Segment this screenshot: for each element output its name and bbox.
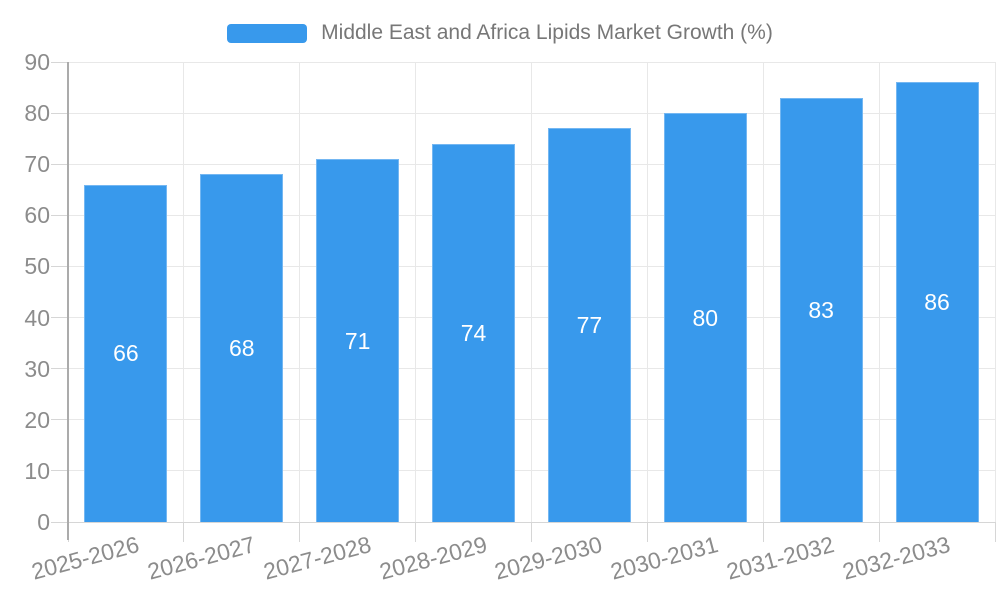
bar-value-label: 71 bbox=[344, 327, 371, 354]
y-axis-line bbox=[67, 62, 69, 540]
y-axis-tick-label: 80 bbox=[24, 100, 50, 127]
x-axis-tick-label: 2030-2031 bbox=[608, 531, 722, 585]
x-axis-tick-label: 2026-2027 bbox=[144, 531, 258, 585]
y-axis-tick bbox=[51, 317, 68, 319]
x-axis-tick bbox=[299, 522, 301, 542]
y-axis-tick bbox=[51, 112, 68, 114]
gridline-vertical bbox=[299, 62, 301, 522]
x-axis-tick bbox=[646, 522, 648, 542]
bar[interactable] bbox=[779, 97, 863, 522]
x-axis-tick bbox=[994, 522, 996, 542]
y-axis-tick-label: 20 bbox=[24, 406, 50, 433]
x-axis-tick-label: 2028-2029 bbox=[376, 531, 490, 585]
bar-value-label: 66 bbox=[113, 340, 139, 367]
x-axis-tick bbox=[183, 522, 185, 542]
x-axis-tick-label: 2031-2032 bbox=[723, 531, 837, 585]
bar[interactable] bbox=[432, 143, 516, 522]
y-axis-tick-label: 10 bbox=[24, 457, 50, 484]
bar[interactable] bbox=[84, 184, 168, 522]
y-axis-tick bbox=[51, 419, 68, 421]
bar-value-label: 77 bbox=[576, 312, 603, 339]
x-axis-tick bbox=[878, 522, 880, 542]
bar[interactable] bbox=[895, 82, 979, 522]
bar-value-label: 68 bbox=[229, 335, 255, 362]
y-axis-tick-label: 60 bbox=[24, 202, 50, 229]
bar[interactable] bbox=[316, 159, 400, 522]
bar[interactable] bbox=[200, 174, 284, 522]
y-axis-tick bbox=[51, 470, 68, 472]
y-axis-tick bbox=[51, 265, 68, 267]
gridline-vertical bbox=[994, 62, 996, 522]
legend[interactable]: Middle East and Africa Lipids Market Gro… bbox=[0, 18, 1000, 48]
bar-value-label: 83 bbox=[808, 296, 834, 323]
y-axis-tick bbox=[51, 214, 68, 216]
y-axis-tick bbox=[51, 368, 68, 370]
y-axis-tick-label: 30 bbox=[24, 355, 50, 382]
bar[interactable] bbox=[663, 113, 747, 522]
x-axis-tick-label: 2025-2026 bbox=[28, 531, 142, 585]
x-axis-tick-label: 2029-2030 bbox=[492, 531, 606, 585]
gridline-vertical bbox=[646, 62, 648, 522]
x-axis-tick-label: 2027-2028 bbox=[260, 531, 374, 585]
bar[interactable] bbox=[547, 128, 631, 522]
x-axis-tick bbox=[415, 522, 417, 542]
legend-label: Middle East and Africa Lipids Market Gro… bbox=[321, 21, 773, 44]
bar-value-label: 86 bbox=[924, 289, 950, 316]
x-axis-tick-label: 2032-2033 bbox=[839, 531, 953, 585]
legend-swatch-icon bbox=[227, 23, 308, 43]
y-axis-tick-label: 0 bbox=[37, 509, 50, 535]
y-axis-tick-label: 50 bbox=[24, 253, 50, 280]
gridline-vertical bbox=[878, 62, 880, 522]
y-axis-tick bbox=[51, 163, 68, 165]
gridline-vertical bbox=[183, 62, 185, 522]
gridline-vertical bbox=[415, 62, 417, 522]
bar-value-label: 74 bbox=[460, 319, 487, 346]
y-axis-tick bbox=[51, 521, 68, 523]
y-axis-tick bbox=[51, 61, 68, 63]
gridline-vertical bbox=[762, 62, 764, 522]
bar-value-label: 80 bbox=[692, 304, 719, 331]
y-axis-tick-label: 40 bbox=[24, 304, 50, 331]
y-axis-tick-label: 90 bbox=[24, 49, 50, 75]
x-axis-tick bbox=[531, 522, 532, 542]
y-axis-tick-label: 70 bbox=[24, 151, 50, 178]
gridline-vertical bbox=[531, 62, 532, 522]
x-axis-tick bbox=[762, 522, 764, 542]
